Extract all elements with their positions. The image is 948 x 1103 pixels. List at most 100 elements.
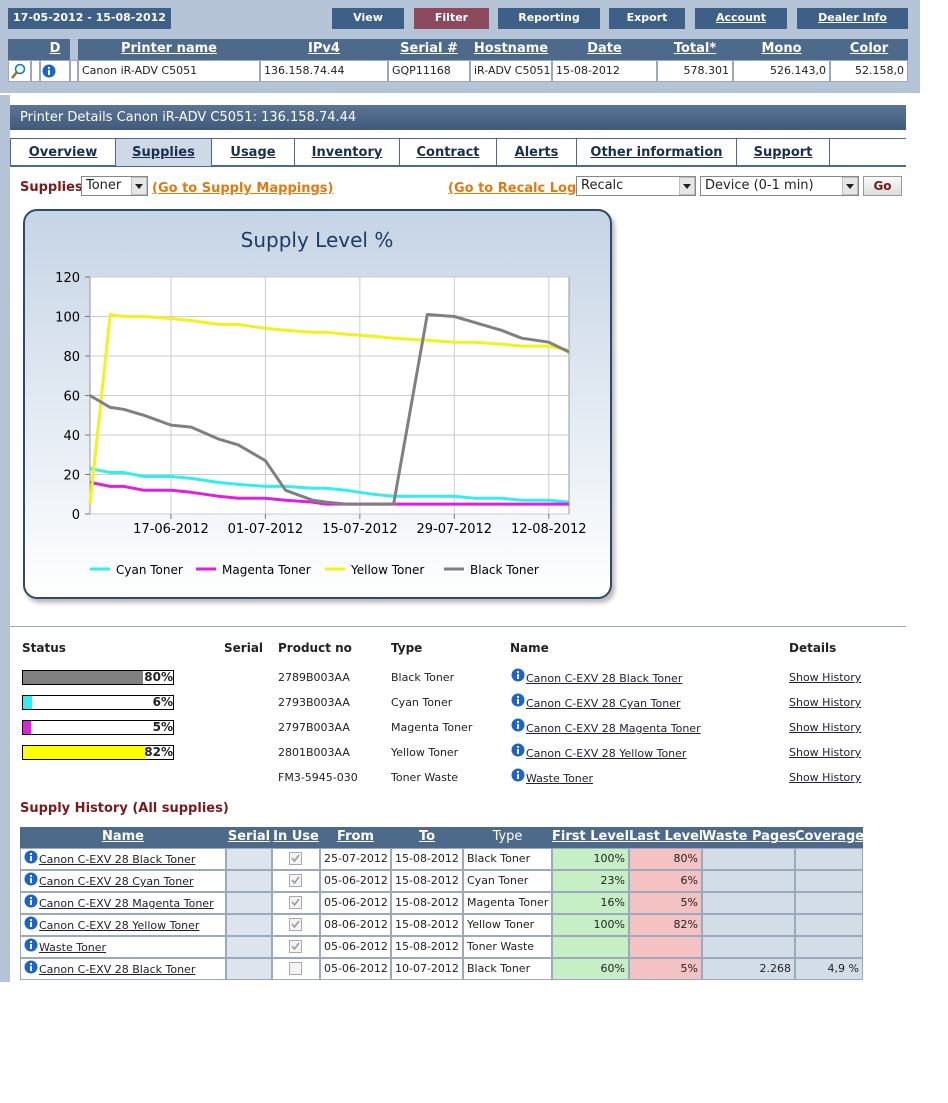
column-header[interactable]: From <box>320 827 391 848</box>
column-header[interactable]: Name <box>20 827 226 848</box>
tab[interactable]: Inventory <box>295 139 400 166</box>
column-header[interactable]: Date <box>552 39 657 60</box>
supply-name[interactable]: Waste Toner <box>39 941 107 954</box>
column-header[interactable]: D <box>40 39 70 60</box>
info-icon <box>24 872 38 886</box>
y-tick-label: 80 <box>63 350 80 365</box>
y-tick-label: 0 <box>72 508 80 523</box>
supply-name[interactable]: Canon C-EXV 28 Magenta Toner <box>39 897 214 910</box>
table-cell <box>702 870 795 892</box>
arrow <box>846 184 854 189</box>
supply-name[interactable]: Canon C-EXV 28 Black Toner <box>39 963 196 976</box>
column-header[interactable]: Waste Pages <box>702 827 796 848</box>
column-header[interactable]: Color <box>830 39 908 60</box>
table-cell: 80% <box>629 848 702 870</box>
supply-name[interactable]: Canon C-EXV 28 Black Toner <box>526 672 683 685</box>
column-header[interactable]: First Level <box>552 827 629 848</box>
table-cell <box>226 914 272 936</box>
column-header[interactable]: Total* <box>657 39 733 60</box>
checkbox <box>289 962 302 975</box>
table-cell: 15-08-2012 <box>391 892 463 914</box>
toolbar-button[interactable]: Account <box>695 8 787 29</box>
tab[interactable]: Alerts <box>497 139 577 166</box>
info-icon <box>42 64 56 78</box>
dropdown-arrow[interactable] <box>842 177 858 195</box>
supply-name[interactable]: Canon C-EXV 28 Yellow Toner <box>39 919 200 932</box>
dropdown[interactable]: Recalc <box>576 176 696 196</box>
column-header[interactable]: Mono <box>733 39 830 60</box>
product-no: 2793B003AA <box>278 696 350 709</box>
supply-name[interactable]: Canon C-EXV 28 Black Toner <box>39 853 196 866</box>
column-header[interactable]: Serial # <box>388 39 470 60</box>
column-header[interactable]: In Use <box>272 827 320 848</box>
column-header[interactable]: IPv4 <box>260 39 388 60</box>
tab[interactable]: Contract <box>400 139 497 166</box>
checkbox <box>289 874 302 887</box>
dropdown-arrow[interactable] <box>679 177 695 195</box>
table-cell <box>795 914 863 936</box>
column-header[interactable]: To <box>391 827 463 848</box>
level-label: 5% <box>152 720 173 734</box>
supply-name[interactable]: Canon C-EXV 28 Yellow Toner <box>526 747 687 760</box>
details-link[interactable]: Show History <box>789 771 862 784</box>
toolbar-button[interactable]: View <box>332 8 404 29</box>
table-cell: iR-ADV C5051 <box>470 60 552 82</box>
table-cell <box>226 870 272 892</box>
supply-name[interactable]: Waste Toner <box>526 772 594 785</box>
supply-type: Yellow Toner <box>391 746 459 759</box>
dropdown-arrow[interactable] <box>131 177 147 195</box>
toolbar-button[interactable]: Filter <box>414 8 489 29</box>
tab[interactable]: Supplies <box>116 139 212 166</box>
details-link[interactable]: Show History <box>789 721 862 734</box>
handle <box>11 71 18 79</box>
tab[interactable]: Overview <box>10 139 116 166</box>
checkmark <box>291 920 300 929</box>
table-cell <box>20 848 226 870</box>
toolbar-button[interactable]: Dealer Info <box>797 8 908 29</box>
details-link[interactable]: Show History <box>789 671 862 684</box>
table-cell: 16% <box>552 892 629 914</box>
x-tick-label: 17-06-2012 <box>133 522 209 537</box>
go-button[interactable]: Go <box>863 176 902 196</box>
details-link[interactable]: Show History <box>789 746 862 759</box>
table-cell <box>795 870 863 892</box>
toolbar-button[interactable]: Reporting <box>498 8 600 29</box>
series-line <box>89 313 570 506</box>
chart: Supply Level % 0 20 40 60 80 100 120 17-06-2012 0… <box>55 228 586 577</box>
supply-type: Cyan Toner <box>391 696 453 709</box>
table-cell: 82% <box>629 914 702 936</box>
info-bar <box>517 774 519 779</box>
details-link[interactable]: Show History <box>789 696 862 709</box>
y-tick-label: 60 <box>63 390 80 405</box>
tab[interactable]: Usage <box>212 139 295 166</box>
supply-name[interactable]: Canon C-EXV 28 Cyan Toner <box>526 697 681 710</box>
history-title: Supply History (All supplies) <box>20 801 229 816</box>
info-icon <box>511 743 525 757</box>
magnifier-icon[interactable] <box>11 63 27 79</box>
tab[interactable]: Other information <box>577 139 737 166</box>
product-no: 2789B003AA <box>278 671 350 684</box>
toolbar-button[interactable]: Export <box>609 8 685 29</box>
series-line <box>89 480 569 506</box>
legend-label: Cyan Toner <box>116 563 183 577</box>
dropdown[interactable]: Device (0-1 min) <box>700 176 859 196</box>
mappings-link[interactable]: (Go to Supply Mappings) <box>152 181 334 196</box>
legend-label: Yellow Toner <box>350 563 424 577</box>
column-header[interactable]: Serial <box>226 827 272 848</box>
column-header[interactable]: Last Level <box>629 827 703 848</box>
column-header[interactable]: Hostname <box>470 39 552 60</box>
info-icon <box>24 938 38 952</box>
recalc-link[interactable]: (Go to Recalc Log) <box>448 181 583 196</box>
supply-name[interactable]: Canon C-EXV 28 Magenta Toner <box>526 722 701 735</box>
supply-name[interactable]: Canon C-EXV 28 Cyan Toner <box>39 875 194 888</box>
info-bar <box>30 966 32 971</box>
y-tick-label: 20 <box>63 469 80 484</box>
checkbox-box <box>289 962 302 975</box>
column-header[interactable]: Printer name <box>78 39 260 60</box>
tab[interactable]: Support <box>737 139 830 166</box>
column-header[interactable]: Coverage <box>795 827 864 848</box>
info-dot <box>48 67 50 69</box>
y-tick-label: 40 <box>63 429 80 444</box>
info-icon <box>511 768 525 782</box>
info-bar <box>30 944 32 949</box>
